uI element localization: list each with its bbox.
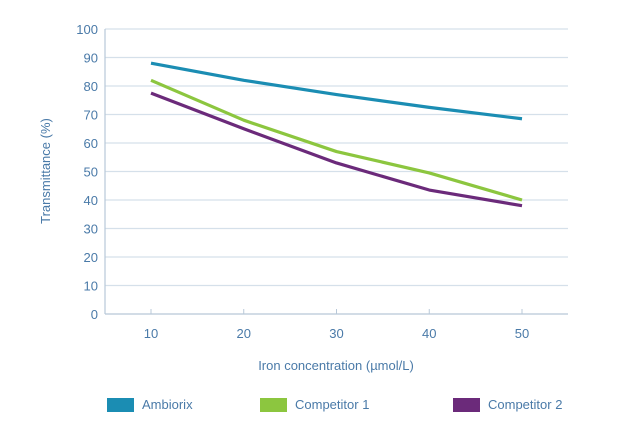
legend-item-competitor-1: Competitor 1 [260, 397, 369, 412]
x-axis-title: Iron concentration (µmol/L) [258, 358, 414, 373]
y-tick-label: 90 [84, 51, 98, 66]
y-tick-label: 70 [84, 108, 98, 123]
legend-item-ambiorix: Ambiorix [107, 397, 193, 412]
y-tick-label: 30 [84, 222, 98, 237]
y-tick-label: 0 [91, 307, 98, 322]
series-line-competitor-2 [150, 91, 523, 208]
series-line-competitor-1 [150, 78, 523, 202]
y-tick-label: 20 [84, 250, 98, 265]
y-tick-label: 100 [76, 22, 98, 37]
y-tick-label: 80 [84, 79, 98, 94]
legend-swatch-ambiorix [107, 397, 134, 412]
legend-label-competitor-1: Competitor 1 [295, 397, 370, 412]
x-tick-label: 10 [144, 326, 158, 341]
y-axis-title: Transmittance (%) [38, 118, 53, 224]
y-tick-label: 60 [84, 136, 98, 151]
axes [104, 29, 568, 315]
y-tick-label: 10 [84, 279, 98, 294]
series-lines [150, 61, 523, 208]
x-tick-label: 20 [237, 326, 251, 341]
y-tick-label: 50 [84, 165, 98, 180]
x-tick-labels: 10 20 30 40 50 [144, 326, 529, 341]
legend-swatch-competitor-2 [453, 397, 480, 412]
legend-item-competitor-2: Competitor 2 [453, 397, 562, 412]
x-tick-label: 40 [422, 326, 436, 341]
x-tick-label: 30 [329, 326, 343, 341]
legend-label-competitor-2: Competitor 2 [488, 397, 563, 412]
y-tick-labels: 0 10 20 30 40 50 60 70 80 90 100 [76, 22, 98, 322]
series-line-ambiorix [150, 61, 523, 121]
x-tick-label: 50 [515, 326, 529, 341]
y-tick-label: 40 [84, 193, 98, 208]
legend-swatch-competitor-1 [260, 397, 287, 412]
legend: Ambiorix Competitor 1 Competitor 2 [0, 397, 626, 421]
legend-label-ambiorix: Ambiorix [142, 397, 193, 412]
grid-lines [105, 28, 568, 287]
